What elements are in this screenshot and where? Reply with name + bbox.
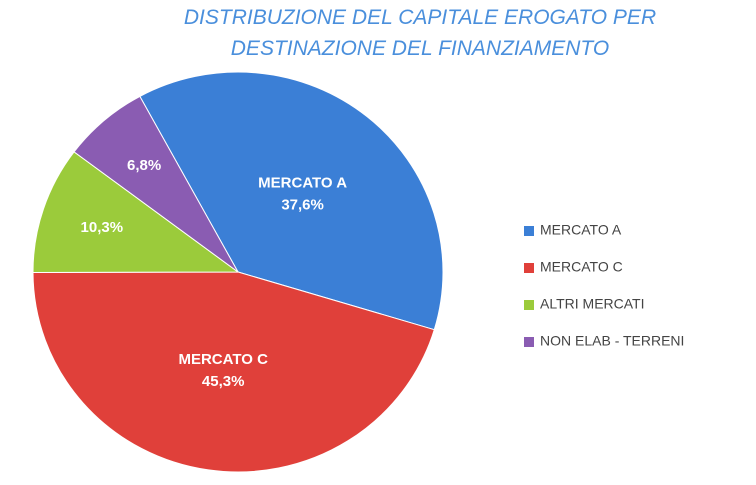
legend-label: MERCATO A (540, 222, 622, 238)
data-label: 10,3% (81, 219, 124, 236)
data-label: 37,6% (281, 196, 324, 213)
legend-label: NON ELAB - TERRENI (540, 333, 684, 349)
data-label: 6,8% (127, 157, 161, 174)
slice-name: MERCATO A (258, 174, 347, 191)
legend-swatch (524, 263, 534, 273)
pie-slice (32, 271, 435, 473)
legend-swatch (524, 300, 534, 310)
slice-name: MERCATO C (178, 351, 268, 368)
pie-slice (73, 95, 239, 273)
chart-title: DISTRIBUZIONE DEL CAPITALE EROGATO PER D… (183, 6, 657, 60)
legend-label: ALTRI MERCATI (540, 296, 645, 312)
legend-swatch (524, 226, 534, 236)
legend-swatch (524, 337, 534, 347)
pie-slice (32, 151, 240, 274)
data-label: 45,3% (202, 373, 245, 390)
pie-slice (139, 71, 444, 331)
legend-label: MERCATO C (540, 259, 623, 275)
